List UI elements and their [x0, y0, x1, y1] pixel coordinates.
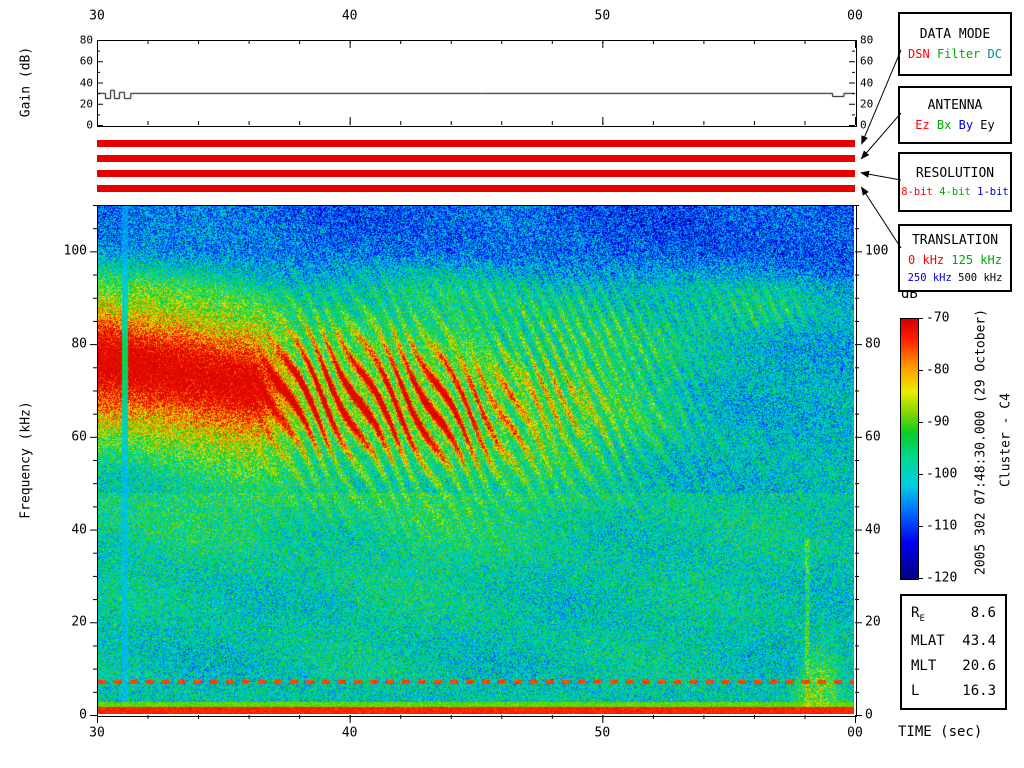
legend-item-8-bit: 8-bit: [901, 186, 933, 198]
legend-box-items: 0 kHz 125 kHz: [908, 253, 1002, 267]
legend-item-500-khz: 500 kHz: [958, 271, 1003, 284]
ephemeris-label: MLT: [911, 657, 937, 674]
legend-box-antenna: ANTENNA Ez Bx By Ey: [898, 86, 1012, 144]
status-stripe-3: [97, 170, 855, 177]
colorbar-tick-label: -80: [926, 362, 950, 378]
gain-trace-canvas: [98, 41, 854, 124]
ephemeris-label: RE: [911, 605, 925, 625]
status-stripe-4: [97, 185, 855, 192]
ephemeris-row-re: RE 8.6: [911, 605, 996, 624]
gain-ytick-label: 20: [860, 97, 874, 111]
datetime-text: 2005 302 07:48:30.000 (29 October): [973, 308, 989, 576]
gain-ytick-label: 80: [79, 33, 93, 47]
spectrogram-plot: [97, 205, 857, 717]
gain-plot: [97, 40, 857, 127]
gain-ytick-label: 0: [86, 118, 93, 132]
ephemeris-value: 8.6: [970, 605, 996, 622]
legend-item-0-khz: 0 kHz: [908, 252, 945, 267]
legend-item-bx: Bx: [936, 118, 952, 132]
legend-box-title: RESOLUTION: [915, 166, 995, 181]
legend-item-4-bit: 4-bit: [939, 186, 971, 198]
ephemeris-value: 16.3: [962, 682, 996, 699]
gain-xtick-label: 40: [341, 8, 358, 24]
ephemeris-row-l: L 16.3: [911, 683, 996, 699]
freq-tick-label: 100: [63, 243, 87, 259]
legend-item-250-khz: 250 kHz: [907, 271, 952, 284]
status-stripe-1: [97, 140, 855, 147]
legend-box-items: Ez Bx By Ey: [915, 118, 995, 132]
ephemeris-label: MLAT: [911, 632, 945, 649]
gain-xtick-label: 50: [594, 8, 611, 24]
gain-ytick-label: 40: [79, 76, 93, 89]
freq-tick-label: 0: [79, 707, 87, 723]
freq-tick-label: 80: [71, 336, 87, 352]
time-tick-label: 00: [847, 725, 863, 741]
legend-item-dc: DC: [987, 47, 1002, 61]
legend-box-items: 8-bit 4-bit 1-bit: [901, 186, 1008, 198]
legend-box-items: DSN Filter DC: [908, 47, 1002, 61]
status-stripe-2: [97, 155, 855, 162]
spectrogram-canvas: [98, 206, 854, 714]
freq-tick-label: 0: [865, 707, 873, 723]
gain-xtick-label: 30: [89, 8, 105, 24]
gain-ytick-label: 40: [860, 76, 874, 89]
legend-item-ez: Ez: [915, 118, 930, 132]
freq-tick-label: 60: [71, 429, 87, 445]
spacecraft-text: Cluster - C4: [998, 393, 1014, 487]
legend-box-translation: TRANSLATION 0 kHz 125 kHz 250 kHz 500 kHz: [898, 224, 1012, 292]
stripe-arrow: [860, 170, 902, 181]
legend-box-title: DATA MODE: [919, 27, 991, 42]
gain-xtick-label: 00: [847, 8, 863, 24]
colorbar: [900, 318, 919, 580]
legend-item-125-khz: 125 kHz: [951, 252, 1002, 267]
legend-item-by: By: [958, 118, 974, 132]
time-tick-label: 50: [594, 725, 611, 741]
ephemeris-value: 43.4: [962, 632, 996, 649]
freq-tick-label: 80: [865, 336, 881, 352]
gain-ytick-label: 20: [79, 97, 93, 111]
gain-ytick-label: 80: [860, 33, 874, 47]
gain-axis-label: Gain (dB): [18, 46, 34, 118]
legend-box-data-mode: DATA MODE DSN Filter DC: [898, 12, 1012, 76]
ephemeris-box: RE 8.6 MLAT 43.4 MLT 20.6 L 16.3: [900, 594, 1007, 710]
legend-item-1-bit: 1-bit: [977, 186, 1009, 198]
freq-tick-label: 20: [71, 614, 87, 630]
ephemeris-value: 20.6: [962, 657, 996, 674]
colorbar-tick-label: -90: [926, 414, 950, 430]
freq-tick-label: 40: [865, 522, 881, 538]
freq-tick-label: 20: [865, 614, 881, 630]
stripe-arrow: [860, 112, 902, 160]
time-axis-label: TIME (sec): [898, 724, 983, 740]
gain-ytick-label: 0: [860, 118, 867, 132]
time-tick-label: 30: [89, 725, 105, 741]
colorbar-tick-label: -100: [926, 466, 958, 482]
legend-box-title: ANTENNA: [927, 98, 983, 113]
legend-item-filter: Filter: [936, 47, 981, 61]
legend-box-items: 250 kHz 500 kHz: [908, 272, 1003, 284]
legend-item-ey: Ey: [980, 118, 995, 132]
freq-tick-label: 40: [71, 522, 87, 538]
ephemeris-row-mlat: MLAT 43.4: [911, 633, 996, 649]
freq-tick-label: 100: [865, 243, 889, 259]
legend-box-resolution: RESOLUTION 8-bit 4-bit 1-bit: [898, 152, 1012, 212]
gain-ytick-label: 60: [860, 54, 874, 68]
legend-box-title: TRANSLATION: [911, 232, 999, 248]
ephemeris-row-mlt: MLT 20.6: [911, 658, 996, 674]
legend-item-dsn: DSN: [908, 47, 930, 61]
colorbar-tick-label: -70: [926, 310, 950, 326]
gain-ytick-label: 60: [79, 54, 93, 68]
frequency-axis-label: Frequency (kHz): [18, 401, 34, 519]
colorbar-tick-label: -110: [926, 518, 958, 534]
colorbar-tick-label: -120: [926, 570, 958, 586]
freq-tick-label: 60: [865, 429, 881, 445]
ephemeris-label: L: [911, 682, 920, 699]
time-tick-label: 40: [341, 725, 358, 741]
stripe-arrow: [860, 186, 902, 249]
